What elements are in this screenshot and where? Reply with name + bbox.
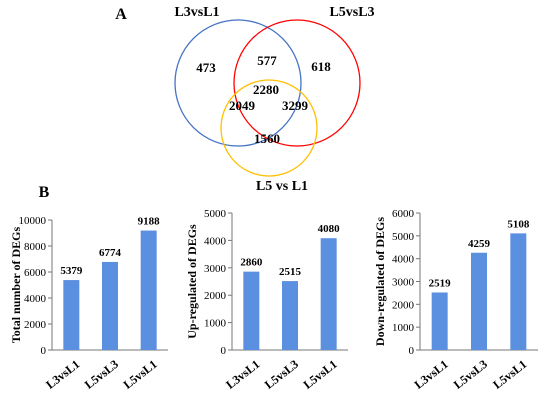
x-tick-label: L5vsL3: [451, 357, 490, 392]
bar-chart-up-regulated-degs: 0 1000 2000 3000 4000 5000 2860 L3vsL1 2515 L5vsL…: [185, 208, 348, 392]
venn-circle-l5vsl3: [233, 19, 361, 147]
data-label: 6774: [99, 247, 122, 259]
y-axis-title: Up-regulated of DEGs: [185, 224, 199, 339]
bar: [63, 280, 80, 350]
venn-count-l3vsl1-l5vsl1: 2049: [229, 98, 256, 113]
venn-set-label-l5vsl3: L5vsL3: [329, 5, 374, 20]
x-tick-label: L3vsL1: [412, 357, 451, 392]
y-tick-label: 4000: [24, 293, 47, 305]
y-tick-label: 4000: [204, 235, 227, 247]
x-tick-label: L5vsL3: [82, 357, 121, 392]
y-tick-label: 2000: [24, 319, 47, 331]
bar: [102, 261, 118, 350]
bar-chart-total-degs: 0 2000 4000 6000 8000 10000 5379 L3vsL1 6774 L5vs…: [9, 215, 168, 392]
y-tick-label: 1000: [392, 322, 415, 334]
y-tick-label: 8000: [24, 241, 47, 253]
bar: [282, 281, 298, 350]
y-tick-label: 0: [409, 345, 415, 357]
y-tick-label: 5000: [204, 208, 227, 220]
y-tick-label: 6000: [24, 267, 47, 279]
data-label: 2519: [429, 277, 452, 289]
venn-count-l5vsl3-only: 618: [311, 59, 331, 74]
y-tick-label: 4000: [392, 254, 415, 266]
y-tick-label: 6000: [392, 208, 415, 220]
venn-count-all-three: 2280: [253, 82, 279, 97]
venn-diagram: L3vsL1 L5vsL3 L5 vs L1 473 577 618 2280 …: [174, 5, 375, 194]
y-axis-title: Total number of DEGs: [9, 226, 23, 343]
panel-a-label: A: [115, 6, 127, 23]
y-tick-label: 0: [221, 345, 227, 357]
bar: [471, 252, 487, 350]
venn-set-label-l5vsl1: L5 vs L1: [256, 179, 308, 194]
data-label: 2860: [240, 257, 263, 269]
venn-circle-l3vsl1: [174, 19, 302, 147]
x-tick-label: L5vsL1: [301, 357, 340, 392]
data-label: 4080: [318, 223, 341, 235]
x-tick-label: L5vsL3: [262, 357, 301, 392]
bar: [140, 230, 157, 350]
bar: [243, 271, 260, 350]
y-tick-label: 3000: [204, 263, 227, 275]
data-label: 4259: [468, 238, 491, 250]
x-tick-label: L5vsL1: [490, 357, 529, 392]
y-tick-label: 2000: [204, 290, 227, 302]
x-tick-label: L5vsL1: [121, 357, 160, 392]
venn-count-l5vsl3-l5vsl1: 3299: [282, 98, 309, 113]
venn-set-label-l3vsl1: L3vsL1: [174, 5, 219, 20]
y-tick-label: 1000: [204, 318, 227, 330]
x-tick-label: L3vsL1: [223, 357, 262, 392]
data-label: 5379: [60, 265, 83, 277]
bar: [510, 233, 527, 350]
bar-chart-down-regulated-degs: 0 1000 2000 3000 4000 5000 6000 2519 L3vsL1 4259 L…: [373, 208, 538, 392]
y-tick-label: 5000: [392, 231, 415, 243]
venn-count-l5vsl1-only: 1560: [254, 131, 280, 146]
data-label: 5108: [507, 218, 530, 230]
y-tick-label: 2000: [392, 299, 415, 311]
panel-b-label: B: [39, 184, 50, 201]
venn-circle-l5vsl1: [220, 79, 318, 177]
bar: [431, 292, 448, 350]
data-label: 2515: [279, 266, 302, 278]
y-tick-label: 0: [41, 345, 47, 357]
y-tick-label: 3000: [392, 277, 415, 289]
y-axis-title: Down-regulated of DEGs: [373, 217, 387, 346]
y-tick-label: 10000: [19, 215, 47, 227]
bar: [320, 238, 337, 350]
venn-count-l3vsl1-only: 473: [196, 60, 216, 75]
data-label: 9188: [138, 216, 161, 228]
venn-count-l3vsl1-l5vsl3: 577: [257, 53, 277, 68]
x-tick-label: L3vsL1: [43, 357, 82, 392]
